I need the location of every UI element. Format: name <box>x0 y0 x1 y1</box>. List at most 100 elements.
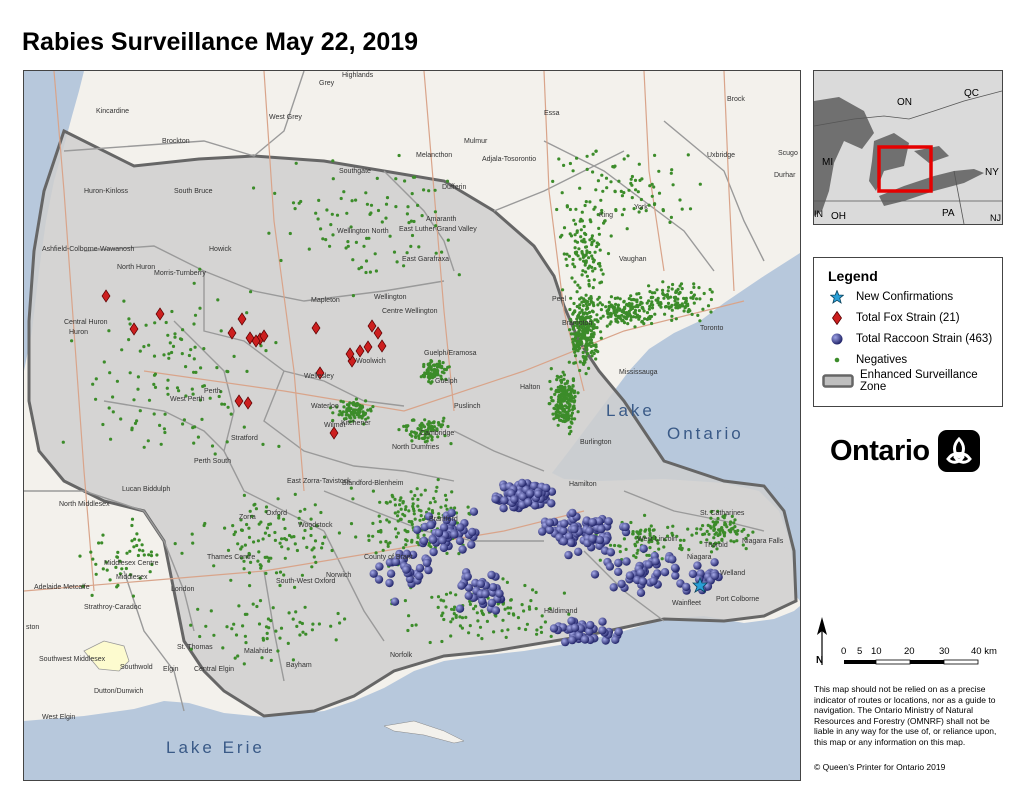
negative-dot <box>248 584 252 588</box>
negative-dot <box>144 323 148 327</box>
negative-dot <box>670 318 674 322</box>
place-label: Norfolk <box>390 652 413 659</box>
negative-dot <box>430 438 434 442</box>
negative-dot <box>588 218 592 222</box>
fox-strain-marker <box>315 366 325 380</box>
negative-dot <box>152 354 157 358</box>
negative-dot <box>579 235 583 239</box>
negative-dot <box>587 302 592 306</box>
negative-dot <box>393 503 397 507</box>
negative-dot <box>437 359 441 363</box>
raccoon-strain-marker <box>526 489 535 498</box>
place-label: Wellington North <box>337 228 389 235</box>
negative-dot <box>242 559 246 563</box>
negative-dot <box>688 207 693 211</box>
negative-dot <box>629 177 633 181</box>
negative-dot <box>582 356 586 360</box>
inset-locator-map[interactable]: ON QC MI NY PA OH IN NJ <box>813 70 1003 225</box>
negative-dot <box>525 622 529 626</box>
negative-dot <box>637 309 642 313</box>
place-label: East Luther Grand Valley <box>399 226 477 233</box>
negative-dot <box>580 300 584 304</box>
raccoon-strain-marker <box>564 550 573 560</box>
negative-dot <box>723 531 727 535</box>
negative-dot <box>731 527 735 531</box>
negative-dot <box>480 637 484 641</box>
negative-dot <box>507 611 511 616</box>
place-label: Guelph/Eramosa <box>424 350 477 357</box>
negative-dot <box>607 307 611 311</box>
negative-dot <box>630 174 635 179</box>
negative-dot <box>653 153 657 157</box>
negative-dot <box>587 366 591 370</box>
negative-dot <box>729 520 733 524</box>
negative-dot <box>676 306 680 310</box>
negative-dot <box>570 411 575 415</box>
main-map[interactable]: Lake Ontario Lake Erie Grey Highlands Ki… <box>23 70 801 781</box>
negative-dot <box>291 658 295 662</box>
negative-dot <box>635 540 639 544</box>
negative-dot <box>411 504 415 508</box>
raccoon-strain-marker <box>467 540 476 549</box>
negative-dot <box>474 604 478 608</box>
negative-dot <box>402 264 406 268</box>
negative-dot <box>196 607 200 611</box>
negative-dot <box>452 608 456 612</box>
negative-dot <box>108 578 112 582</box>
negative-dot <box>94 572 98 576</box>
negative-dot <box>330 548 334 553</box>
negative-dot <box>476 633 480 637</box>
negative-dot <box>585 167 589 171</box>
negative-dot <box>535 628 539 632</box>
negative-dot <box>571 379 576 383</box>
negative-dot <box>288 231 292 236</box>
negative-dot <box>609 180 613 184</box>
negative-dot <box>616 306 620 310</box>
negative-dot <box>251 602 255 606</box>
place-label: Brantford <box>429 516 458 523</box>
negative-dot <box>276 649 280 653</box>
negative-dot <box>650 321 654 326</box>
negative-dot <box>336 611 340 616</box>
negative-dot <box>583 333 587 337</box>
negative-dot <box>316 217 320 221</box>
negative-dot <box>173 542 177 546</box>
negative-dot <box>636 305 640 309</box>
negative-dot <box>439 425 443 429</box>
negative-dot <box>616 303 621 307</box>
negative-dot <box>705 529 709 533</box>
negative-dot <box>571 337 575 341</box>
negative-dot <box>572 361 576 365</box>
negative-dot <box>551 179 555 183</box>
negative-dot <box>359 265 364 269</box>
negative-dot <box>618 550 622 554</box>
negative-dot <box>578 297 582 301</box>
raccoon-strain-marker <box>481 589 490 599</box>
negative-dot <box>413 175 417 179</box>
raccoon-strain-marker <box>487 570 496 580</box>
raccoon-strain-marker <box>625 571 635 580</box>
negative-dot <box>583 254 587 258</box>
negative-dot <box>494 614 498 618</box>
negative-dot <box>331 411 335 415</box>
negative-dot <box>592 207 596 211</box>
negative-dot <box>596 320 600 324</box>
negative-dot <box>353 411 357 415</box>
negative-dot <box>180 352 184 356</box>
negative-dot <box>410 522 414 526</box>
negative-dot <box>548 379 552 384</box>
negative-dot <box>437 515 441 519</box>
negative-dot <box>198 398 202 402</box>
negative-dot <box>602 221 606 225</box>
place-label: Howick <box>209 246 232 253</box>
negative-dot <box>634 555 638 559</box>
raccoon-strain-marker <box>710 571 720 581</box>
negative-dot <box>309 517 313 521</box>
negative-dot <box>560 191 564 195</box>
negative-dot <box>727 528 731 532</box>
negative-dot <box>362 422 366 426</box>
negative-dot <box>410 192 414 196</box>
negative-dot <box>586 331 590 335</box>
negative-dot <box>373 252 377 256</box>
negative-dot <box>678 543 683 548</box>
